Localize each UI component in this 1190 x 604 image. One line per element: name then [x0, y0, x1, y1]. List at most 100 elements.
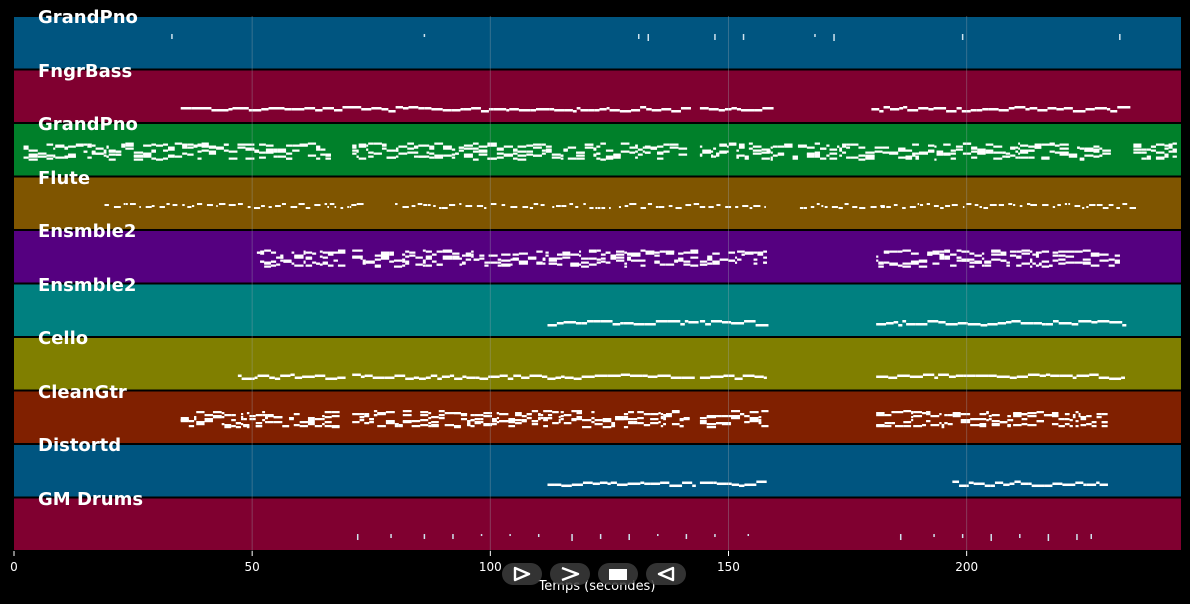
note	[1007, 415, 1011, 418]
note	[515, 419, 522, 422]
note	[886, 206, 891, 209]
note	[349, 206, 352, 209]
note	[918, 107, 929, 110]
note	[749, 207, 753, 210]
note	[736, 156, 739, 159]
note	[629, 374, 643, 378]
note	[197, 150, 202, 153]
note	[420, 424, 429, 427]
note	[264, 249, 271, 252]
note	[1021, 262, 1030, 265]
play-button[interactable]	[502, 563, 542, 585]
note	[402, 258, 406, 261]
note	[1150, 149, 1156, 152]
note	[443, 154, 452, 157]
note	[260, 260, 265, 263]
note	[991, 258, 1001, 261]
note	[174, 142, 183, 145]
note	[605, 251, 611, 254]
note	[415, 256, 423, 259]
note	[312, 261, 317, 264]
note	[637, 411, 644, 414]
note	[322, 261, 328, 264]
note	[975, 374, 989, 378]
note	[425, 264, 432, 267]
note	[265, 151, 274, 154]
note	[784, 145, 793, 148]
note	[1086, 483, 1097, 487]
note	[1002, 151, 1006, 154]
note	[814, 142, 821, 145]
note	[623, 413, 629, 416]
note	[738, 154, 745, 157]
note	[1058, 254, 1066, 257]
note	[991, 424, 1000, 427]
note	[255, 425, 263, 428]
note	[654, 251, 660, 254]
note	[584, 143, 594, 146]
note	[1090, 252, 1100, 255]
note	[53, 154, 56, 157]
note	[736, 108, 742, 111]
note	[268, 206, 272, 209]
note	[647, 375, 658, 379]
note	[241, 416, 244, 419]
note	[1064, 418, 1070, 421]
note	[201, 145, 209, 148]
note	[429, 145, 435, 148]
note	[927, 320, 939, 323]
note	[431, 108, 443, 111]
note	[951, 204, 958, 207]
note	[541, 149, 546, 152]
note	[316, 262, 320, 265]
note	[1006, 264, 1010, 267]
note	[1068, 203, 1071, 206]
note	[243, 107, 249, 110]
note	[708, 206, 714, 209]
note	[508, 421, 516, 424]
note	[409, 254, 416, 257]
note	[762, 107, 774, 110]
note	[1108, 264, 1115, 267]
note	[659, 250, 666, 253]
note	[708, 108, 719, 111]
note	[463, 155, 473, 158]
note	[68, 153, 76, 156]
note	[764, 206, 766, 209]
note	[386, 156, 396, 159]
note	[487, 142, 497, 145]
note	[966, 203, 972, 206]
note	[1006, 261, 1010, 264]
note	[576, 107, 581, 110]
note	[977, 152, 986, 155]
note	[1076, 374, 1090, 378]
note	[902, 249, 911, 252]
note	[1011, 320, 1021, 323]
note	[426, 144, 430, 147]
note	[291, 262, 295, 265]
note	[961, 259, 970, 262]
note	[927, 251, 933, 254]
note	[922, 424, 927, 427]
note	[163, 157, 169, 160]
note	[180, 419, 189, 422]
note	[91, 151, 96, 154]
note	[757, 251, 764, 254]
rewind-icon	[657, 566, 675, 582]
note	[1099, 253, 1109, 256]
note	[1099, 147, 1103, 150]
rewind-button[interactable]	[646, 563, 686, 585]
note	[570, 262, 580, 265]
stop-button[interactable]	[598, 563, 638, 585]
piano-roll-canvas[interactable]	[0, 0, 1190, 560]
note	[433, 205, 436, 208]
note	[471, 107, 481, 110]
note	[982, 108, 989, 111]
note	[405, 250, 410, 253]
note	[644, 146, 651, 149]
note	[941, 426, 945, 429]
note	[1029, 107, 1038, 110]
forward-button[interactable]	[550, 563, 590, 585]
track-lane	[14, 391, 1181, 443]
note	[650, 413, 659, 416]
